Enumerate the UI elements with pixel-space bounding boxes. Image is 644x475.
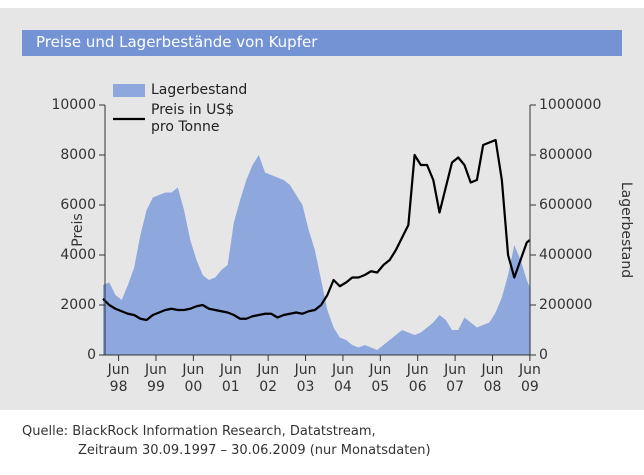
x-tick-label: Jun 99 (145, 362, 167, 395)
y-tick-label: 6000 (60, 197, 96, 213)
x-tick-label: Jun 08 (481, 362, 504, 395)
x-tick-label: Jun 98 (107, 362, 130, 395)
y-tick-label: 4000 (60, 247, 96, 263)
area (103, 155, 530, 355)
x-tick-label: Jun 03 (294, 362, 317, 395)
chart-title: Preise und Lagerbestände von Kupfer (36, 33, 318, 51)
y2-tick-label: 0 (539, 347, 548, 363)
footnote: Zeitraum 30.09.1997 – 30.06.2009 (nur Mo… (78, 443, 431, 458)
x-tick-label: Jun 02 (257, 362, 280, 395)
x-tick-label: Jun 01 (219, 362, 242, 395)
legend-label: Lagerbestand (151, 82, 248, 98)
title-bar (22, 30, 622, 56)
line (102, 138, 531, 322)
y2-tick-label: 800000 (539, 147, 592, 163)
x-tick-label: Jun 04 (331, 362, 354, 395)
y2-tick-label: 200000 (539, 297, 592, 313)
x-tick-label: Jun 05 (369, 362, 392, 395)
x-tick-label: Jun 07 (444, 362, 467, 395)
legend-swatch (113, 84, 145, 97)
x-tick-label: Jun 00 (182, 362, 205, 395)
y-tick-label: 0 (87, 347, 96, 363)
x-tick-label: Jun 09 (518, 362, 541, 395)
x-tick-label: Jun 06 (406, 362, 429, 395)
y2-tick-label: 1000000 (539, 97, 601, 113)
y-tick-label: 10000 (51, 97, 96, 113)
y2-tick-label: 600000 (539, 197, 592, 213)
y-tick-label: 2000 (60, 297, 96, 313)
y2-tick-label: 400000 (539, 247, 592, 263)
y-axis-title: Preis (70, 213, 86, 246)
legend-label: Preis in US$ pro Tonne (151, 102, 235, 135)
y2-axis-title: Lagerbestand (618, 182, 634, 278)
footnote: Quelle: BlackRock Information Research, … (22, 424, 376, 439)
y-tick-label: 8000 (60, 147, 96, 163)
